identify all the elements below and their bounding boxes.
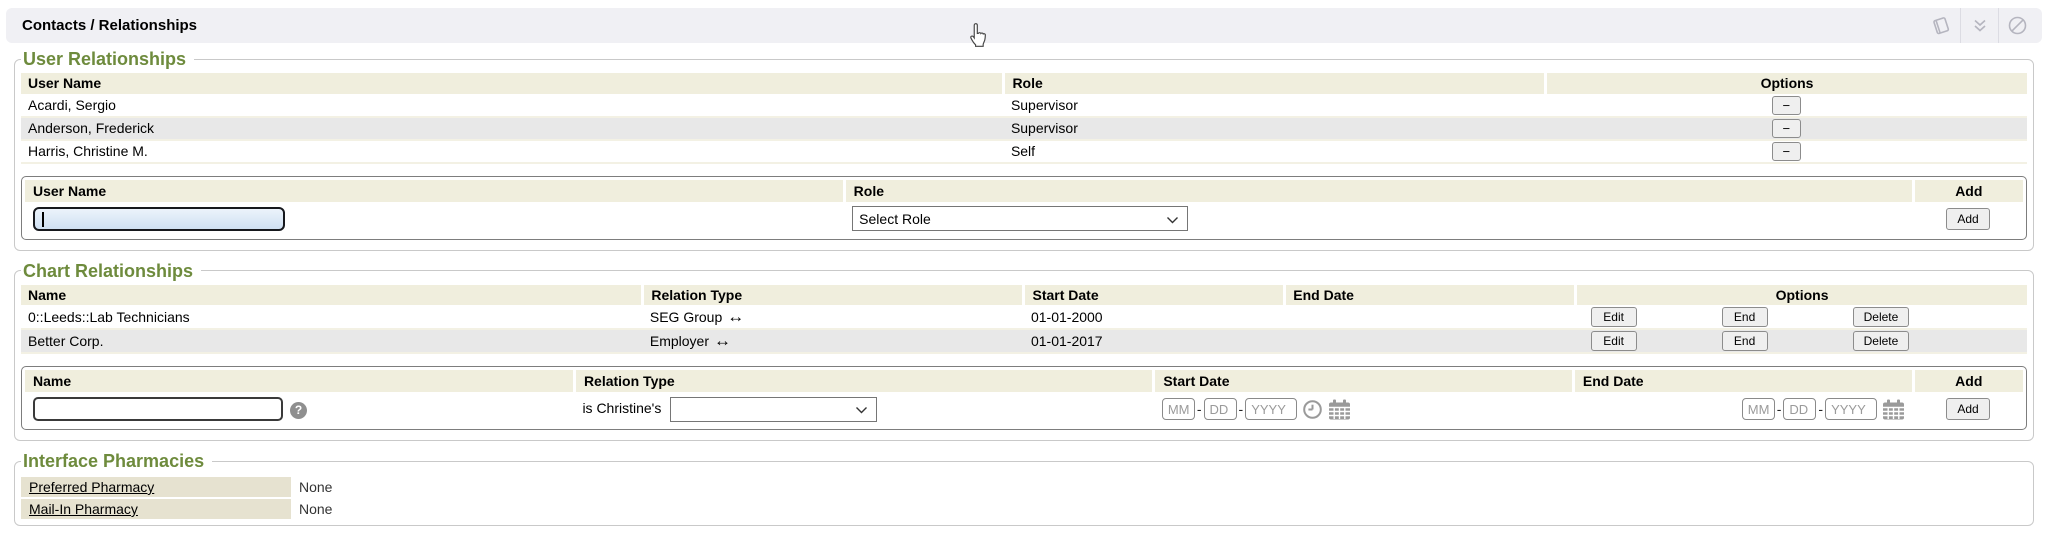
cancel-icon[interactable]	[1998, 8, 2036, 43]
remove-relationship-button[interactable]: −	[1771, 118, 1801, 138]
start-date-cell: 01-01-2017	[1023, 329, 1285, 354]
title-bar: Contacts / Relationships	[6, 8, 2042, 43]
text-cursor	[42, 211, 44, 227]
calendar-icon[interactable]	[1882, 399, 1905, 420]
interface-pharmacies-section: Interface Pharmacies Preferred Pharmacy …	[14, 449, 2034, 526]
role-select-value: Select Role	[859, 210, 931, 227]
edit-relationship-button[interactable]: Edit	[1590, 331, 1637, 351]
relation-prefix-label: is Christine's	[582, 399, 662, 416]
table-row: 0::Leeds::Lab Technicians SEG Group ↔ 01-…	[21, 305, 2027, 330]
page-title: Contacts / Relationships	[22, 17, 198, 34]
user-relationship-add-box: User Name Role Add Select Role	[21, 175, 2027, 240]
table-row: Acardi, Sergio Supervisor −	[21, 94, 2027, 118]
chevron-down-icon	[1166, 211, 1179, 227]
relation-type-cell: Employer ↔	[642, 329, 1024, 354]
user-name-cell: Acardi, Sergio	[21, 94, 1004, 118]
bidirectional-arrow-icon: ↔	[714, 331, 731, 350]
remove-relationship-button[interactable]: −	[1771, 95, 1801, 115]
table-row: Harris, Christine M. Self −	[21, 139, 2027, 164]
column-header-user-name: User Name	[21, 73, 1006, 95]
chart-relationships-section: Chart Relationships Name Relation Type S…	[14, 258, 2034, 441]
relationship-name-input[interactable]	[33, 397, 283, 421]
relation-type-cell: SEG Group ↔	[642, 305, 1024, 330]
chevron-down-icon	[855, 401, 868, 417]
user-relationships-legend: User Relationships	[23, 49, 187, 69]
remove-relationship-button[interactable]: −	[1771, 141, 1801, 161]
edit-relationship-button[interactable]: Edit	[1590, 307, 1637, 327]
column-header-relation-type: Relation Type	[642, 284, 1026, 306]
column-header-role: Role	[1003, 73, 1548, 95]
chart-relationships-table: Name Relation Type Start Date End Date O…	[21, 284, 2027, 354]
mail-in-pharmacy-label-cell[interactable]: Mail-In Pharmacy	[21, 499, 291, 519]
role-cell: Self	[1003, 139, 1546, 164]
role-cell: Supervisor	[1003, 116, 1546, 141]
add-column-header-start-date: Start Date	[1153, 370, 1575, 392]
add-column-header-user-name: User Name	[25, 179, 846, 202]
user-name-input[interactable]	[33, 206, 285, 231]
book-icon[interactable]	[1922, 8, 1960, 43]
preferred-pharmacy-label-cell[interactable]: Preferred Pharmacy	[21, 477, 291, 497]
start-date-cell: 01-01-2000	[1023, 305, 1285, 330]
column-header-end-date: End Date	[1284, 284, 1578, 306]
user-name-cell: Anderson, Frederick	[21, 116, 1004, 141]
column-header-name: Name	[21, 284, 645, 306]
end-date-cell	[1284, 305, 1576, 330]
add-chart-relationship-button[interactable]: Add	[1946, 398, 1990, 420]
end-relationship-button[interactable]: End	[1721, 331, 1768, 351]
mail-in-pharmacy-value: None	[299, 501, 333, 517]
add-column-header-role: Role	[844, 179, 1915, 202]
table-row: Preferred Pharmacy None	[21, 477, 340, 497]
end-date-group: - -	[1741, 398, 1905, 420]
relation-type-select[interactable]	[670, 396, 878, 422]
start-day-input[interactable]	[1203, 398, 1237, 420]
role-select[interactable]: Select Role	[852, 206, 1189, 231]
start-month-input[interactable]	[1161, 398, 1195, 420]
end-date-cell	[1284, 329, 1576, 354]
role-cell: Supervisor	[1003, 94, 1546, 118]
table-row: Mail-In Pharmacy None	[21, 499, 340, 519]
delete-relationship-button[interactable]: Delete	[1852, 331, 1910, 351]
end-month-input[interactable]	[1741, 398, 1775, 420]
add-user-relationship-button[interactable]: Add	[1946, 207, 1990, 230]
column-header-options: Options	[1575, 284, 2027, 306]
start-year-input[interactable]	[1245, 398, 1298, 420]
add-column-header-name: Name	[25, 370, 576, 392]
end-relationship-button[interactable]: End	[1721, 307, 1768, 327]
titlebar-toolbar	[1922, 8, 2036, 43]
column-header-start-date: Start Date	[1023, 284, 1287, 306]
name-cell: Better Corp.	[21, 329, 643, 354]
start-date-group: - -	[1161, 398, 1351, 420]
calendar-icon[interactable]	[1328, 399, 1351, 420]
table-row: Better Corp. Employer ↔ 01-01-2017 Edit E…	[21, 329, 2027, 354]
delete-relationship-button[interactable]: Delete	[1852, 307, 1910, 327]
chart-relationships-legend: Chart Relationships	[23, 260, 194, 281]
interface-pharmacies-table: Preferred Pharmacy None Mail-In Pharmacy…	[21, 475, 340, 521]
user-relationships-table: User Name Role Options Acardi, Sergio Su…	[21, 73, 2027, 164]
add-column-header-add: Add	[1913, 370, 2023, 392]
clock-icon[interactable]	[1302, 399, 1323, 420]
help-icon[interactable]: ?	[290, 401, 307, 419]
add-column-header-end-date: End Date	[1573, 370, 1915, 392]
chart-relationship-add-box: Name Relation Type Start Date End Date A…	[21, 366, 2027, 430]
end-year-input[interactable]	[1825, 398, 1878, 420]
chevron-double-down-icon[interactable]	[1960, 8, 1998, 43]
add-column-header-relation-type: Relation Type	[574, 370, 1156, 392]
add-column-header-add: Add	[1913, 179, 2023, 202]
bidirectional-arrow-icon: ↔	[727, 307, 745, 326]
interface-pharmacies-legend: Interface Pharmacies	[23, 451, 205, 471]
user-name-cell: Harris, Christine M.	[21, 139, 1004, 164]
name-cell: 0::Leeds::Lab Technicians	[21, 305, 643, 330]
end-day-input[interactable]	[1783, 398, 1817, 420]
user-relationships-section: User Relationships User Name Role Option…	[14, 47, 2034, 251]
column-header-options: Options	[1545, 73, 2027, 95]
preferred-pharmacy-value: None	[299, 479, 333, 495]
table-row: Anderson, Frederick Supervisor −	[21, 116, 2027, 141]
